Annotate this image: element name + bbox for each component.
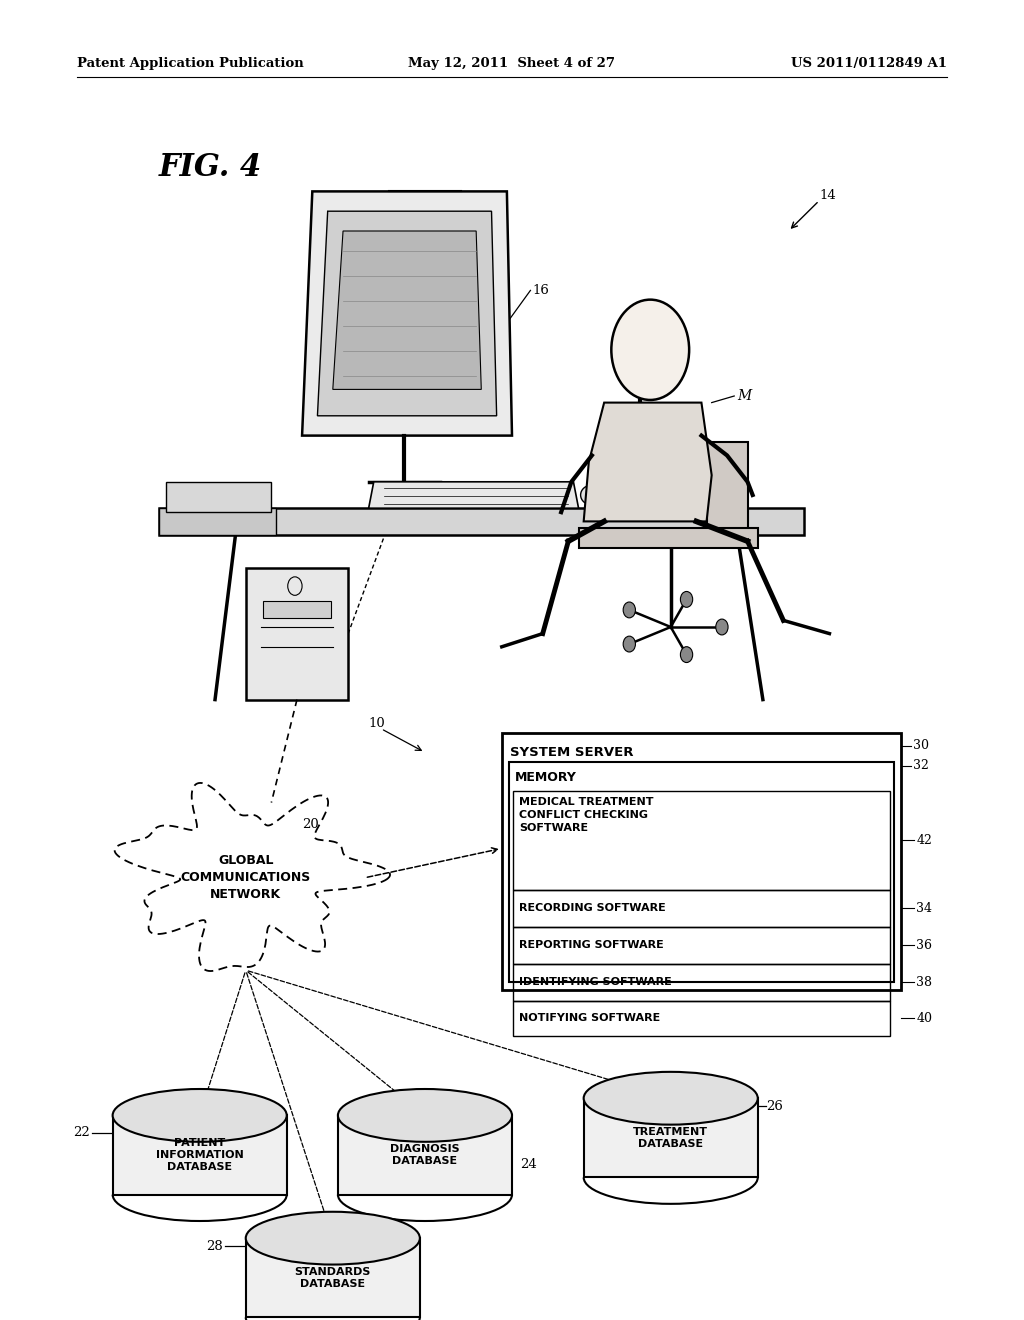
Text: 34: 34 [916, 902, 933, 915]
Circle shape [680, 647, 692, 663]
Polygon shape [584, 403, 712, 521]
Text: 20: 20 [302, 818, 318, 832]
Text: 28: 28 [207, 1239, 223, 1253]
Text: Patent Application Publication: Patent Application Publication [77, 57, 303, 70]
Text: 16: 16 [532, 284, 549, 297]
Text: GLOBAL
COMMUNICATIONS
NETWORK: GLOBAL COMMUNICATIONS NETWORK [180, 854, 311, 902]
Polygon shape [579, 528, 758, 548]
Ellipse shape [113, 1089, 287, 1142]
Text: US 2011/0112849 A1: US 2011/0112849 A1 [792, 57, 947, 70]
Polygon shape [369, 482, 579, 508]
Text: 10: 10 [369, 717, 385, 730]
Text: RECORDING SOFTWARE: RECORDING SOFTWARE [519, 903, 666, 913]
Circle shape [624, 636, 636, 652]
Text: PATIENT
INFORMATION
DATABASE: PATIENT INFORMATION DATABASE [156, 1138, 244, 1172]
Polygon shape [338, 1115, 512, 1195]
Circle shape [624, 602, 636, 618]
Polygon shape [263, 601, 331, 618]
Polygon shape [246, 1238, 420, 1317]
Text: REPORTING SOFTWARE: REPORTING SOFTWARE [519, 940, 664, 950]
Text: DIAGNOSIS
DATABASE: DIAGNOSIS DATABASE [390, 1144, 460, 1166]
Text: MEDICAL TREATMENT
CONFLICT CHECKING
SOFTWARE: MEDICAL TREATMENT CONFLICT CHECKING SOFT… [519, 797, 653, 833]
Polygon shape [302, 191, 512, 436]
Ellipse shape [581, 486, 603, 506]
Polygon shape [584, 1098, 758, 1177]
Text: May 12, 2011  Sheet 4 of 27: May 12, 2011 Sheet 4 of 27 [409, 57, 615, 70]
Text: MEMORY: MEMORY [515, 771, 577, 784]
Text: NOTIFYING SOFTWARE: NOTIFYING SOFTWARE [519, 1014, 660, 1023]
Text: 40: 40 [916, 1012, 933, 1024]
Text: SYSTEM SERVER: SYSTEM SERVER [510, 746, 634, 759]
Polygon shape [317, 211, 497, 416]
Circle shape [680, 591, 692, 607]
Ellipse shape [246, 1212, 420, 1265]
Polygon shape [159, 508, 276, 535]
Text: M: M [737, 389, 752, 403]
Circle shape [716, 619, 728, 635]
Ellipse shape [584, 1072, 758, 1125]
Text: FIG. 4: FIG. 4 [159, 152, 262, 182]
Text: 22: 22 [74, 1126, 90, 1139]
Text: 36: 36 [916, 939, 933, 952]
Ellipse shape [338, 1089, 512, 1142]
Text: 32: 32 [913, 759, 930, 772]
Circle shape [611, 300, 689, 400]
Polygon shape [113, 1115, 287, 1195]
Text: STANDARDS
DATABASE: STANDARDS DATABASE [295, 1267, 371, 1288]
Text: 26: 26 [766, 1100, 782, 1113]
Text: 14: 14 [819, 189, 836, 202]
Text: 30: 30 [913, 739, 930, 752]
Text: TREATMENT
DATABASE: TREATMENT DATABASE [633, 1127, 709, 1148]
Polygon shape [166, 482, 271, 512]
Polygon shape [707, 442, 748, 541]
Text: IDENTIFYING SOFTWARE: IDENTIFYING SOFTWARE [519, 977, 672, 987]
Text: 38: 38 [916, 975, 933, 989]
Polygon shape [159, 508, 804, 535]
Text: 42: 42 [916, 834, 933, 846]
Text: 24: 24 [520, 1158, 537, 1171]
Polygon shape [246, 568, 348, 700]
Polygon shape [333, 231, 481, 389]
